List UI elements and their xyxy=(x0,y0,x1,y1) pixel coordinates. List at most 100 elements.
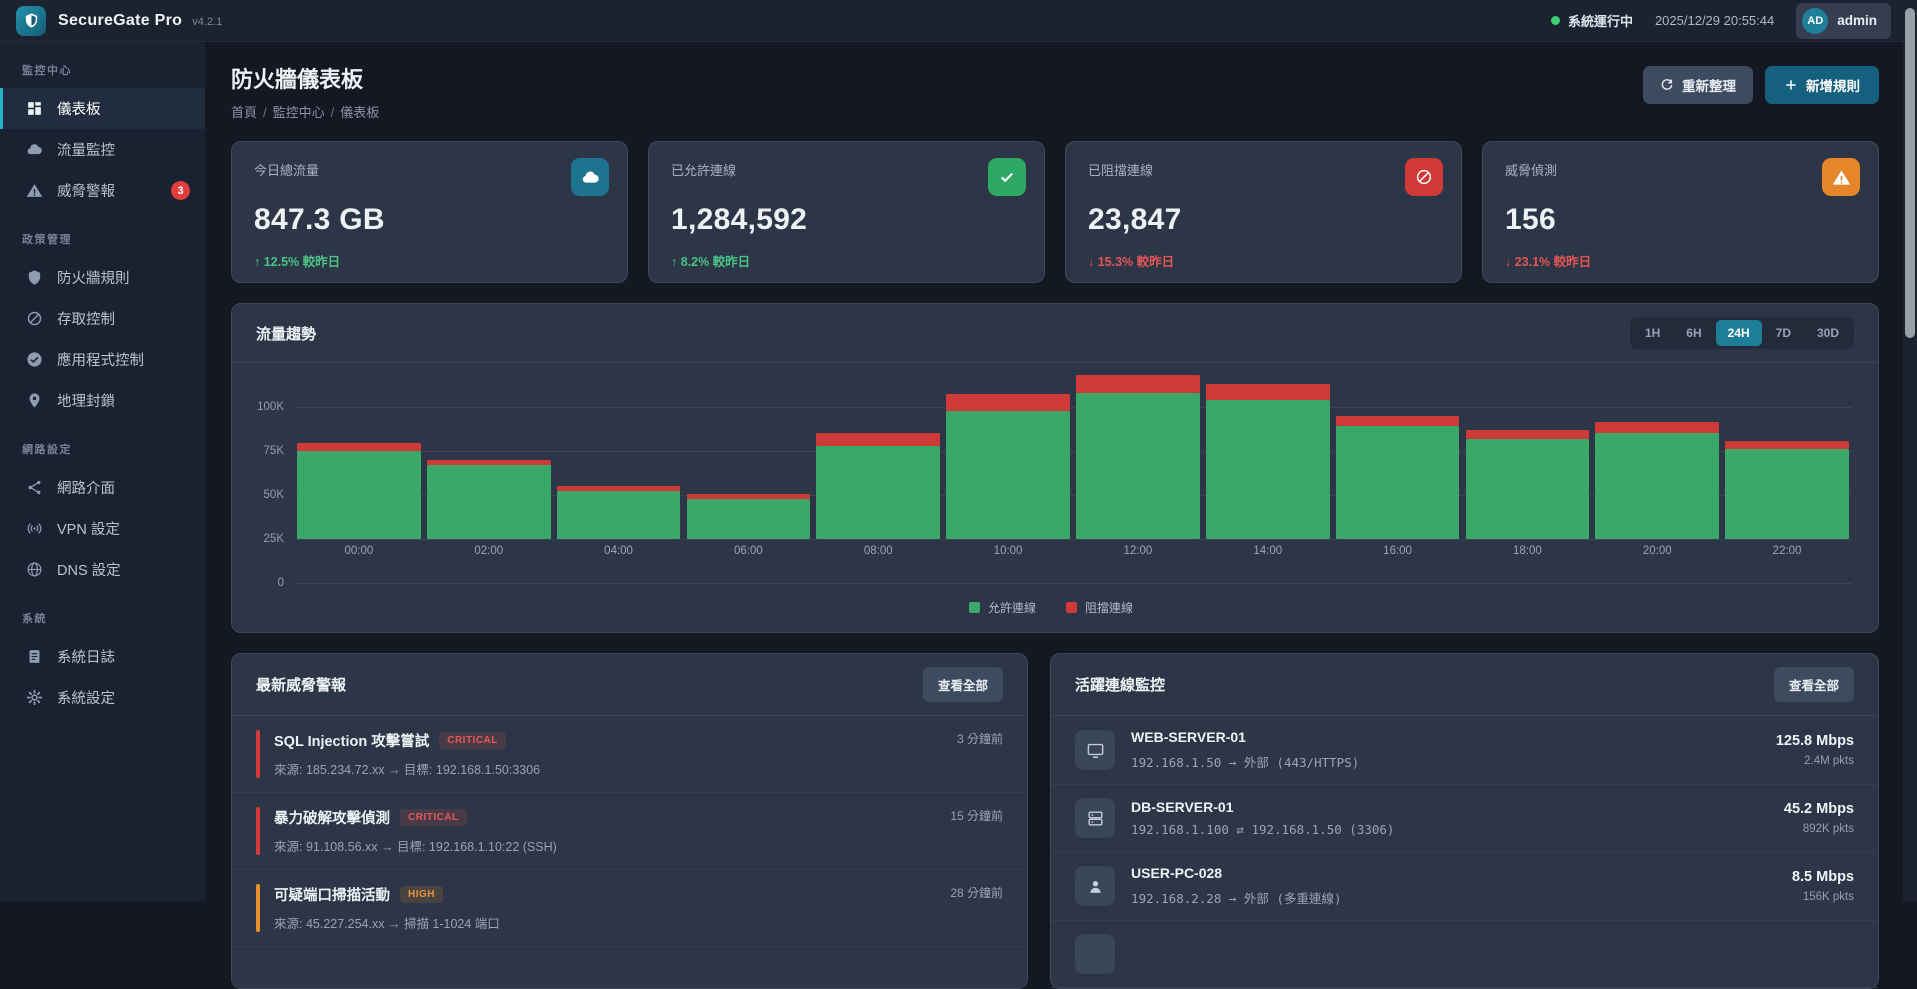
sidebar-item-threat-alerts[interactable]: 威脅警報 3 xyxy=(0,170,205,211)
bar-22:00[interactable] xyxy=(1722,441,1852,539)
bar-20:00[interactable] xyxy=(1592,422,1722,539)
system-status: 系統運行中 xyxy=(1551,11,1633,30)
connection-detail: 192.168.1.50 → 外部 (443/HTTPS) xyxy=(1131,752,1359,771)
monitor-icon xyxy=(1075,730,1115,770)
stat-card-total-traffic: 今日總流量 847.3 GB ↑ 12.5% 較昨日 xyxy=(231,141,628,283)
bar-00:00[interactable] xyxy=(294,443,424,539)
breadcrumb-home[interactable]: 首頁 xyxy=(231,105,257,120)
bar-segment-blocked xyxy=(816,433,940,446)
range-button-6h[interactable]: 6H xyxy=(1674,320,1713,346)
legend-item: 允許連線 xyxy=(969,599,1036,616)
scrollbar-thumb[interactable] xyxy=(1905,8,1915,338)
plus-icon xyxy=(1784,78,1798,92)
active-connections-panel: 活躍連線監控 查看全部 WEB-SERVER-01 192.168.1.50 →… xyxy=(1050,653,1879,989)
sidebar-section-monitoring: 監控中心 xyxy=(0,42,205,88)
connection-detail: 192.168.1.100 ⇄ 192.168.1.50 (3306) xyxy=(1131,822,1394,837)
y-axis-tick: 50K xyxy=(264,489,284,501)
connection-detail: 192.168.2.28 → 外部 (多重連線) xyxy=(1131,888,1341,907)
connection-row[interactable]: WEB-SERVER-01 192.168.1.50 → 外部 (443/HTT… xyxy=(1051,716,1878,785)
sidebar-item-label: 系統日誌 xyxy=(57,646,115,667)
sidebar-item-system-logs[interactable]: 系統日誌 xyxy=(0,636,205,677)
connection-row[interactable]: DB-SERVER-01 192.168.1.100 ⇄ 192.168.1.5… xyxy=(1051,785,1878,852)
sidebar-item-firewall-rules[interactable]: 防火牆規則 xyxy=(0,257,205,298)
stat-card-allowed-connections: 已允許連線 1,284,592 ↑ 8.2% 較昨日 xyxy=(648,141,1045,283)
connection-row[interactable] xyxy=(1051,921,1878,988)
bar-14:00[interactable] xyxy=(1203,384,1333,539)
globe-icon xyxy=(26,561,43,578)
range-button-1h[interactable]: 1H xyxy=(1633,320,1672,346)
breadcrumb-monitoring[interactable]: 監控中心 xyxy=(273,105,325,120)
bar-segment-allowed xyxy=(557,491,681,539)
severity-badge: CRITICAL xyxy=(439,732,506,749)
bar-10:00[interactable] xyxy=(943,394,1073,539)
bar-12:00[interactable] xyxy=(1073,375,1203,539)
stat-value: 23,847 xyxy=(1088,203,1439,237)
stat-value: 156 xyxy=(1505,203,1856,237)
shield-icon xyxy=(26,269,43,286)
bar-segment-allowed xyxy=(1466,439,1590,539)
threat-alerts-panel: 最新威脅警報 查看全部 SQL Injection 攻擊嘗試 CRITICAL … xyxy=(231,653,1028,989)
dashboard-icon xyxy=(26,100,43,117)
sidebar-item-network-interfaces[interactable]: 網路介面 xyxy=(0,467,205,508)
bar-16:00[interactable] xyxy=(1333,416,1463,539)
refresh-button[interactable]: 重新整理 xyxy=(1643,66,1753,104)
sidebar-item-dashboard[interactable]: 儀表板 xyxy=(0,88,205,129)
threat-row[interactable]: 可疑端口掃描活動 HIGH 來源: 45.227.254.xx → 掃描 1-1… xyxy=(232,870,1027,947)
user-menu[interactable]: AD admin xyxy=(1796,3,1891,39)
sidebar-item-vpn-settings[interactable]: VPN 設定 xyxy=(0,508,205,549)
legend-item: 阻擋連線 xyxy=(1066,599,1133,616)
connection-rate: 45.2 Mbps xyxy=(1784,801,1854,817)
bar-segment-allowed xyxy=(687,499,811,539)
threat-row[interactable]: SQL Injection 攻擊嘗試 CRITICAL 來源: 185.234.… xyxy=(232,716,1027,793)
bar-02:00[interactable] xyxy=(424,460,554,539)
gear-icon xyxy=(26,689,43,706)
sidebar-item-system-settings[interactable]: 系統設定 xyxy=(0,677,205,718)
sidebar-section-network: 網路設定 xyxy=(0,421,205,467)
range-button-7d[interactable]: 7D xyxy=(1764,320,1803,346)
bar-segment-allowed xyxy=(1206,400,1330,539)
connection-rate: 8.5 Mbps xyxy=(1792,869,1854,885)
server-icon xyxy=(1075,798,1115,838)
bar-segment-blocked xyxy=(297,443,421,451)
bar-segment-allowed xyxy=(1595,433,1719,539)
connection-row[interactable]: USER-PC-028 192.168.2.28 → 外部 (多重連線) 8.5… xyxy=(1051,852,1878,921)
app-logo xyxy=(16,6,46,36)
bar-08:00[interactable] xyxy=(813,433,943,539)
threat-time: 3 分鐘前 xyxy=(957,730,1003,778)
sidebar-item-label: 流量監控 xyxy=(57,139,115,160)
bar-segment-blocked xyxy=(1076,375,1200,393)
threat-row[interactable]: 暴力破解攻擊偵測 CRITICAL 來源: 91.108.56.xx → 目標:… xyxy=(232,793,1027,870)
sidebar: 監控中心 儀表板 流量監控 威脅警報 3 政策管理 防火牆規則 存取控制 xyxy=(0,42,205,901)
connections-view-all-button[interactable]: 查看全部 xyxy=(1774,667,1854,702)
user-name: admin xyxy=(1837,13,1877,28)
connection-rate: 125.8 Mbps xyxy=(1776,733,1854,749)
severity-badge: CRITICAL xyxy=(400,809,467,826)
x-axis-tick: 16:00 xyxy=(1333,545,1463,557)
chart-title: 流量趨勢 xyxy=(256,323,316,344)
bar-segment-allowed xyxy=(1336,426,1460,539)
bar-06:00[interactable] xyxy=(684,494,814,539)
connection-name: DB-SERVER-01 xyxy=(1131,799,1394,815)
bar-04:00[interactable] xyxy=(554,486,684,539)
bar-segment-blocked xyxy=(1336,416,1460,427)
sidebar-item-access-control[interactable]: 存取控制 xyxy=(0,298,205,339)
system-status-label: 系統運行中 xyxy=(1568,11,1633,30)
x-axis-tick: 10:00 xyxy=(943,545,1073,557)
x-axis-tick: 08:00 xyxy=(813,545,943,557)
sidebar-item-traffic[interactable]: 流量監控 xyxy=(0,129,205,170)
x-axis-tick: 02:00 xyxy=(424,545,554,557)
add-rule-button[interactable]: 新增規則 xyxy=(1765,66,1879,104)
bar-18:00[interactable] xyxy=(1463,430,1593,539)
alert-triangle-icon xyxy=(1822,158,1860,196)
sidebar-item-dns-settings[interactable]: DNS 設定 xyxy=(0,549,205,590)
stat-label: 威脅偵測 xyxy=(1505,160,1856,179)
range-button-24h[interactable]: 24H xyxy=(1716,320,1762,346)
sidebar-item-geo-block[interactable]: 地理封鎖 xyxy=(0,380,205,421)
no-entry-icon xyxy=(26,310,43,327)
sidebar-item-app-control[interactable]: 應用程式控制 xyxy=(0,339,205,380)
sidebar-item-label: 存取控制 xyxy=(57,308,115,329)
threat-time: 28 分鐘前 xyxy=(950,884,1003,932)
threats-view-all-button[interactable]: 查看全部 xyxy=(923,667,1003,702)
stat-trend: ↑ 8.2% 較昨日 xyxy=(671,251,1022,270)
range-button-30d[interactable]: 30D xyxy=(1805,320,1851,346)
